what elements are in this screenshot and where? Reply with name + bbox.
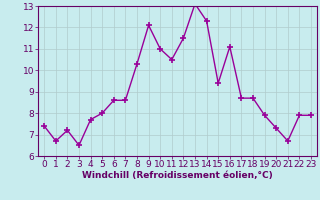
X-axis label: Windchill (Refroidissement éolien,°C): Windchill (Refroidissement éolien,°C) <box>82 171 273 180</box>
